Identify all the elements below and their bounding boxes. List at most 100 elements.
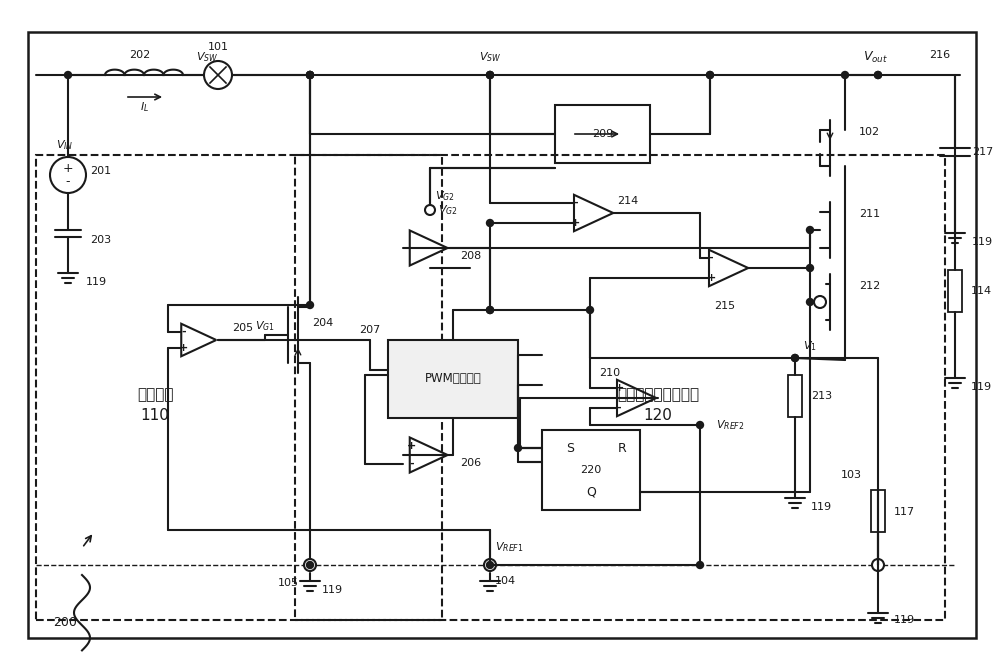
Circle shape (514, 444, 522, 452)
Circle shape (842, 71, 848, 79)
Text: 104: 104 (495, 576, 516, 586)
Circle shape (706, 71, 714, 79)
Circle shape (874, 71, 882, 79)
Text: +: + (571, 218, 581, 228)
Text: 119: 119 (811, 502, 832, 512)
Text: -: - (574, 198, 578, 208)
Circle shape (425, 205, 435, 215)
Text: 117: 117 (894, 507, 915, 517)
Text: -: - (709, 253, 713, 263)
Text: S: S (566, 442, 574, 454)
Text: +: + (614, 383, 624, 393)
Text: $V_{REF2}$: $V_{REF2}$ (716, 418, 744, 432)
Bar (555, 105, 650, 163)
Bar (295, 155, 945, 620)
Bar (948, 270, 962, 312)
Polygon shape (181, 323, 216, 356)
Text: PWM控制电路: PWM控制电路 (425, 372, 481, 384)
Circle shape (814, 296, 826, 308)
Circle shape (486, 71, 494, 79)
Text: 119: 119 (894, 615, 915, 625)
Text: 119: 119 (322, 585, 343, 595)
Text: $V_{REF1}$: $V_{REF1}$ (495, 540, 524, 554)
Circle shape (696, 422, 704, 428)
Text: -: - (617, 403, 621, 413)
Polygon shape (410, 231, 448, 265)
Text: $V_{SW}$: $V_{SW}$ (479, 50, 501, 64)
Text: 105: 105 (278, 578, 298, 588)
Text: 217: 217 (972, 147, 993, 157)
Text: 206: 206 (460, 458, 481, 468)
Text: 119: 119 (86, 277, 107, 287)
Text: $V_{G2}$: $V_{G2}$ (438, 203, 458, 217)
Text: 103: 103 (841, 470, 862, 480)
Polygon shape (617, 380, 656, 416)
Text: -: - (410, 459, 414, 469)
Polygon shape (410, 438, 448, 472)
Circle shape (306, 71, 314, 79)
Text: +: + (407, 441, 417, 451)
Text: 209: 209 (592, 129, 614, 139)
Text: 207: 207 (359, 325, 380, 335)
Bar (388, 340, 518, 418)
Text: 102: 102 (859, 127, 880, 137)
Bar (871, 490, 885, 532)
Text: +: + (706, 273, 716, 283)
Circle shape (806, 227, 814, 233)
Circle shape (872, 559, 884, 571)
Text: 202: 202 (129, 50, 151, 60)
Circle shape (304, 559, 316, 571)
Text: $V_{IN}$: $V_{IN}$ (56, 138, 74, 152)
Text: 200: 200 (53, 616, 77, 628)
Polygon shape (574, 195, 613, 231)
Text: 升压电路: 升压电路 (137, 388, 173, 402)
Circle shape (874, 71, 882, 79)
Circle shape (484, 559, 496, 571)
Polygon shape (709, 250, 748, 286)
Text: $I_L$: $I_L$ (140, 100, 150, 114)
Text: 216: 216 (929, 50, 951, 60)
Text: 215: 215 (714, 301, 736, 311)
Circle shape (306, 71, 314, 79)
Text: 有源负电流调制电路: 有源负电流调制电路 (617, 388, 699, 402)
Bar (36, 155, 442, 620)
Text: 119: 119 (971, 382, 992, 392)
Text: Q: Q (586, 486, 596, 498)
Text: 214: 214 (617, 196, 638, 206)
Text: $V_{out}$: $V_{out}$ (863, 49, 889, 65)
Circle shape (486, 307, 494, 313)
Circle shape (204, 61, 232, 89)
Text: R: R (618, 442, 626, 454)
Text: -: - (182, 327, 186, 337)
Text: -: - (66, 175, 70, 189)
Circle shape (486, 219, 494, 227)
Text: 212: 212 (859, 281, 880, 291)
Text: 101: 101 (208, 42, 228, 52)
Circle shape (792, 354, 798, 362)
Text: 211: 211 (859, 209, 880, 219)
Text: 204: 204 (312, 318, 333, 328)
Bar (788, 375, 802, 417)
Text: +: + (179, 343, 189, 353)
Text: $V_1$: $V_1$ (803, 339, 817, 353)
Circle shape (486, 562, 494, 568)
Text: 110: 110 (141, 408, 169, 422)
Circle shape (706, 71, 714, 79)
Text: $V_{SW}$: $V_{SW}$ (196, 50, 218, 64)
Text: 208: 208 (460, 251, 481, 261)
Text: 114: 114 (971, 286, 992, 296)
Text: $V_{G1}$: $V_{G1}$ (255, 319, 275, 333)
Bar (542, 430, 640, 510)
Text: 213: 213 (811, 391, 832, 401)
Circle shape (486, 307, 494, 313)
Circle shape (306, 301, 314, 309)
Text: 203: 203 (90, 235, 111, 245)
Circle shape (486, 71, 494, 79)
Circle shape (586, 307, 594, 313)
Text: 220: 220 (580, 465, 602, 475)
Circle shape (64, 71, 72, 79)
Circle shape (696, 562, 704, 568)
Text: 119: 119 (972, 237, 993, 247)
Text: 205: 205 (232, 323, 253, 333)
Text: $V_{G2}$: $V_{G2}$ (435, 189, 455, 203)
